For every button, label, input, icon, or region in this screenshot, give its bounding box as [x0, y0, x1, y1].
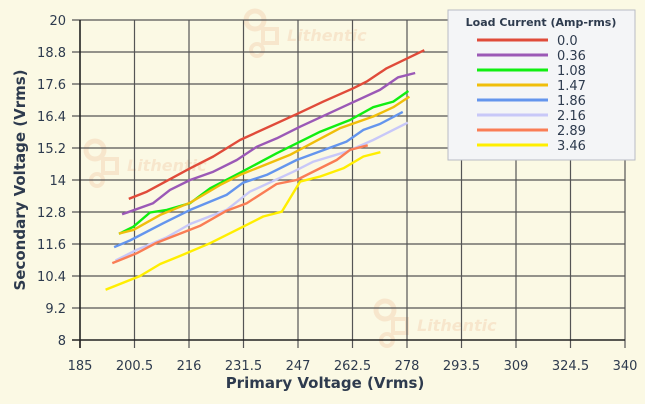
y-tick-label: 20: [49, 14, 66, 29]
x-axis-label: Primary Voltage (Vrms): [226, 374, 425, 392]
series-line-1.47: [118, 95, 411, 235]
x-tick-label: 278: [395, 359, 420, 374]
y-tick-label: 8: [58, 334, 66, 349]
watermark-square: [101, 157, 119, 175]
watermark-logo: Lithentic: [243, 8, 367, 58]
y-tick-label: 18.8: [37, 46, 66, 61]
x-tick-label: 185: [68, 359, 93, 374]
x-tick-label: 231.5: [225, 359, 262, 374]
x-tick-label: 340: [613, 359, 638, 374]
watermark-circle: [249, 42, 265, 58]
legend-label: 0.0: [557, 34, 578, 49]
axes: 185 200.5 216 231.5 247 262.5 278 293.5 309 324.5…: [37, 14, 637, 374]
watermark-circle: [373, 298, 397, 322]
legend-label: 1.86: [557, 94, 586, 109]
y-tick-label: 11.6: [37, 238, 66, 253]
series-line-2.89: [111, 144, 369, 265]
watermark-square: [391, 317, 409, 335]
series-line-1.86: [113, 110, 404, 249]
watermark-text: Lithentic: [287, 26, 367, 45]
legend-label: 2.89: [557, 124, 586, 139]
series-line-0.0: [128, 49, 425, 200]
y-tick-label: 15.2: [37, 142, 66, 157]
watermark-square: [261, 27, 279, 45]
y-tick-label: 12.8: [37, 206, 66, 221]
y-axis-label: Secondary Voltage (Vrms): [11, 69, 29, 290]
x-tick-label: 309: [504, 359, 529, 374]
legend: Load Current (Amp-rms) 0.00.361.081.471.…: [447, 9, 636, 161]
series-lines: [105, 49, 425, 291]
legend-label: 3.46: [557, 139, 586, 154]
y-tick-label: 14: [49, 174, 66, 189]
watermark-text: Lithentic: [417, 316, 497, 335]
watermark-circle: [83, 138, 107, 162]
y-tick-label: 16.4: [37, 110, 66, 125]
series-line-0.36: [121, 71, 416, 216]
legend-title: Load Current (Amp-rms): [466, 16, 617, 29]
legend-label: 0.36: [557, 49, 586, 64]
series-line-1.08: [118, 90, 410, 235]
x-tick-label: 216: [177, 359, 202, 374]
x-tick-label: 200.5: [116, 359, 153, 374]
legend-label: 1.08: [557, 64, 586, 79]
y-tick-label: 10.4: [37, 270, 66, 285]
legend-label: 2.16: [557, 109, 586, 124]
series-line-3.46: [105, 151, 381, 291]
x-tick-label: 262.5: [334, 359, 371, 374]
x-tick-label: 247: [286, 359, 311, 374]
legend-label: 1.47: [557, 79, 586, 94]
x-tick-label: 324.5: [552, 359, 589, 374]
y-tick-label: 9.2: [45, 302, 66, 317]
x-tick-label: 293.5: [443, 359, 480, 374]
y-tick-label: 17.6: [37, 78, 66, 93]
